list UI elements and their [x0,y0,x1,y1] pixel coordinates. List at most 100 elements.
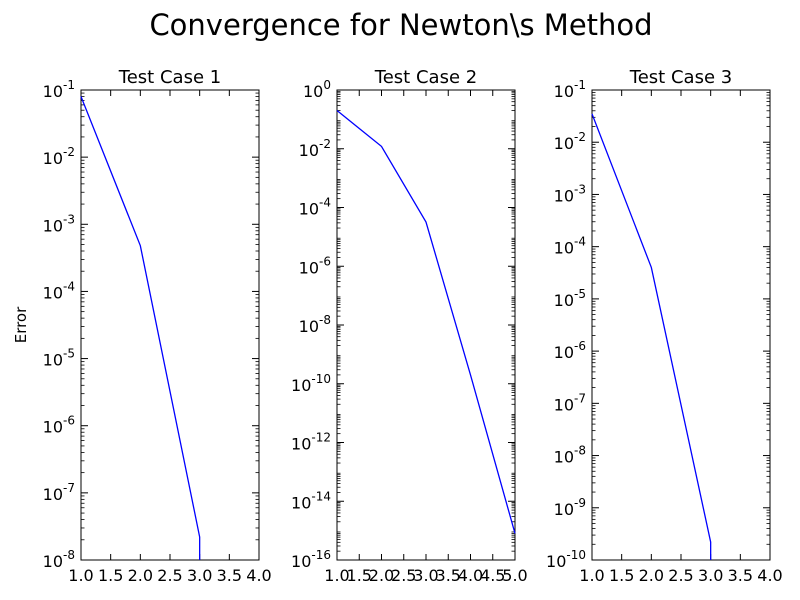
x-tick-label: 1.0 [324,566,349,585]
y-tick-base: 10 [43,418,63,437]
y-tick-base: 10 [43,351,63,370]
y-tick-base: 10 [554,186,574,205]
y-tick-exponent: -3 [63,212,75,226]
y-tick-exponent: -8 [63,548,75,562]
y-tick-label: 10-16 [291,548,331,571]
y-tick-exponent: -2 [319,137,331,151]
subplot-title: Test Case 2 [374,67,477,88]
y-tick-label: 10-3 [43,212,75,235]
y-tick-label: 10-4 [43,279,75,302]
y-tick-base: 10 [299,258,319,277]
y-tick-base: 10 [43,485,63,504]
subplot-title: Test Case 1 [118,67,221,88]
y-tick-label: 10-2 [43,145,75,168]
y-tick-label: 10-12 [291,431,331,454]
x-tick-label: 3.5 [436,566,461,585]
y-tick-exponent: -4 [63,279,75,293]
y-tick-label: 10-7 [43,481,75,504]
y-tick-label: 10-1 [43,78,75,101]
y-tick-exponent: -6 [319,254,331,268]
y-tick-base: 10 [299,317,319,336]
y-tick-label: 100 [303,78,331,101]
y-tick-base: 10 [299,200,319,219]
y-tick-exponent: -9 [574,496,586,510]
x-tick-label: 3.0 [698,566,723,585]
x-tick-label: 3.0 [413,566,438,585]
y-tick-exponent: 0 [323,78,331,92]
x-tick-label: 2.5 [668,566,693,585]
subplot-title: Test Case 3 [629,67,732,88]
y-tick-label: 10-5 [43,347,75,370]
x-tick-label: 3.5 [728,566,753,585]
x-tick-label: 2.0 [639,566,664,585]
x-tick-label: 1.5 [347,566,372,585]
y-tick-base: 10 [554,343,574,362]
y-tick-label: 10-8 [299,313,331,336]
x-tick-label: 1.0 [579,566,604,585]
subplot-3: Test Case 31.0 1.5 2.0 2.5 3.0 3.5 4.010-110-2… [546,67,783,585]
y-tick-label: 10-2 [299,137,331,160]
y-tick-exponent: -7 [63,481,75,495]
y-tick-label: 10-7 [554,391,586,414]
x-tick-label: 2.0 [369,566,394,585]
y-tick-exponent: -4 [574,235,586,249]
y-tick-exponent: -10 [311,372,331,386]
series-line [336,110,516,534]
y-tick-base: 10 [43,216,63,235]
x-tick-label: 4.0 [757,566,782,585]
y-tick-exponent: -5 [574,287,586,301]
x-tick-label: 3.5 [217,566,242,585]
x-tick-label: 3.0 [187,566,212,585]
subplot-2: Test Case 2 1.01.52.02.53.03.54.04.55.0 10… [291,67,528,585]
y-tick-exponent: -2 [63,145,75,159]
y-tick-base: 10 [43,283,63,302]
y-tick-label: 10-4 [554,235,586,258]
y-tick-base: 10 [554,395,574,414]
y-tick-exponent: -8 [574,444,586,458]
y-tick-base: 10 [554,82,574,101]
x-tick-label: 1.5 [98,566,123,585]
axes-frame [336,89,516,561]
series-line [80,96,201,560]
y-tick-base: 10 [291,493,311,512]
x-tick-label: 5.0 [502,566,527,585]
y-tick-exponent: -7 [574,391,586,405]
y-tick-label: 10-14 [291,489,331,512]
x-tick-label: 4.0 [246,566,271,585]
x-tick-label: 4.5 [480,566,505,585]
y-tick-exponent: -14 [311,489,331,503]
y-tick-base: 10 [43,552,63,571]
figure-title: Convergence for Newton\s Method [149,8,652,42]
y-tick-label: 10-6 [43,414,75,437]
x-tick-label: 4.0 [458,566,483,585]
y-tick-exponent: -4 [319,196,331,210]
y-tick-base: 10 [546,552,566,571]
y-tick-exponent: -3 [574,182,586,196]
y-tick-label: 10-6 [554,339,586,362]
y-tick-base: 10 [291,552,311,571]
y-tick-label: 10-8 [43,548,75,571]
y-tick-base: 10 [299,141,319,160]
y-tick-base: 10 [554,448,574,467]
y-tick-exponent: -12 [311,431,331,445]
y-tick-label: 10-5 [554,287,586,310]
y-tick-exponent: -6 [574,339,586,353]
y-axis-label: Error [12,306,30,343]
axes-frame [80,89,260,561]
x-tick-label: 1.0 [68,566,93,585]
y-tick-base: 10 [554,500,574,519]
y-tick-base: 10 [554,291,574,310]
y-tick-exponent: -2 [574,130,586,144]
y-tick-label: 10-10 [291,372,331,395]
y-tick-base: 10 [554,134,574,153]
y-tick-label: 10-4 [299,196,331,219]
series-line [591,113,712,560]
y-tick-label: 10-9 [554,496,586,519]
y-tick-base: 10 [43,82,63,101]
y-tick-label: 10-3 [554,182,586,205]
y-tick-base: 10 [291,376,311,395]
y-tick-label: 10-10 [546,548,586,571]
y-tick-label: 10-6 [299,254,331,277]
y-tick-label: 10-8 [554,444,586,467]
y-tick-exponent: -1 [574,78,586,92]
